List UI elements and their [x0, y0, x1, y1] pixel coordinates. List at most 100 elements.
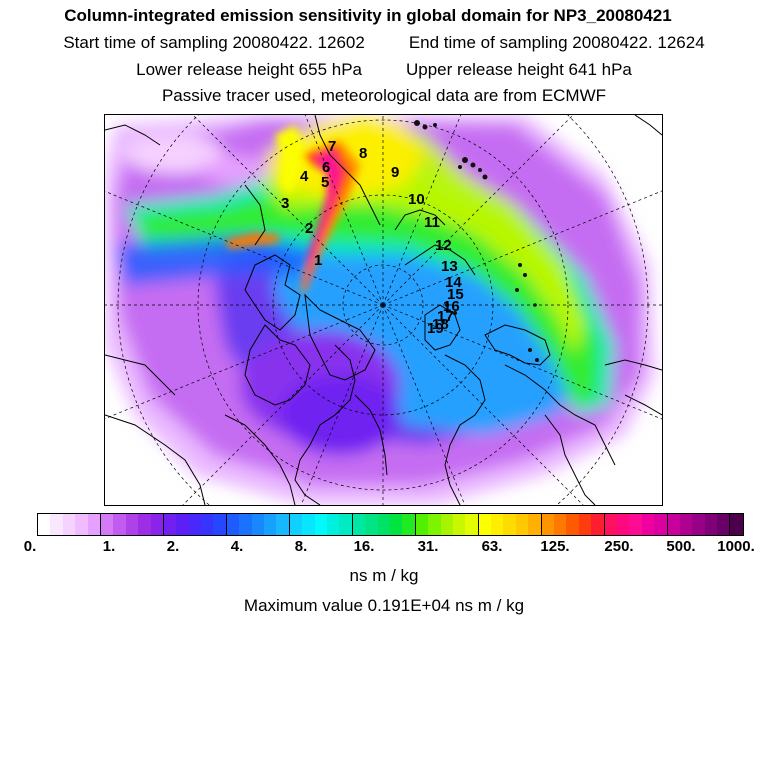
colorbar-swatch	[138, 514, 151, 535]
colorbar-swatch	[339, 514, 352, 535]
colorbar	[37, 513, 744, 536]
colorbar-tick: 2.	[166, 538, 180, 555]
colorbar-swatch	[717, 514, 730, 535]
colorbar-swatch	[477, 514, 492, 535]
release-heights: Lower release height 655 hPa Upper releas…	[0, 60, 768, 80]
colorbar-swatch	[50, 514, 63, 535]
colorbar-swatch	[351, 514, 366, 535]
trajectory-label-2: 2	[305, 220, 313, 237]
colorbar-swatch	[251, 514, 265, 535]
colorbar-swatch	[440, 514, 453, 535]
colorbar-swatch	[414, 514, 429, 535]
plot-title: Column-integrated emission sensitivity i…	[64, 6, 672, 25]
trajectory-label-18: 18	[432, 316, 449, 333]
colorbar-tick: 0.	[23, 538, 37, 555]
colorbar-swatch	[213, 514, 226, 535]
colorbar-swatch	[188, 514, 202, 535]
trajectory-label-4: 4	[300, 168, 309, 185]
trajectory-label-6: 6	[322, 159, 330, 176]
coastlines	[105, 115, 662, 505]
colorbar-swatch	[554, 514, 567, 535]
colorbar-swatch	[302, 514, 315, 535]
colorbar-swatch	[62, 514, 76, 535]
colorbar-swatch	[326, 514, 340, 535]
high-sensitivity-plume	[225, 125, 360, 293]
colorbar-swatch	[264, 514, 277, 535]
trajectory-label-14: 14	[445, 274, 462, 291]
colorbar-swatch	[113, 514, 126, 535]
colorbar-units: ns m / kg	[349, 566, 419, 585]
colorbar-swatch	[150, 514, 163, 535]
colorbar-tick: 63.	[481, 538, 503, 555]
sampling-times: Start time of sampling 20080422. 12602 En…	[0, 33, 768, 53]
colorbar-swatch	[38, 514, 51, 535]
trajectory-label-15: 15	[447, 286, 464, 303]
colorbar-swatch	[566, 514, 579, 535]
colorbar-swatch	[75, 514, 88, 535]
trajectory-label-9: 9	[391, 164, 399, 181]
colorbar-swatch	[402, 514, 415, 535]
colorbar-swatch	[629, 514, 642, 535]
upper-release-label: Upper release height 641 hPa	[406, 60, 632, 79]
colorbar-swatch	[314, 514, 327, 535]
colorbar-tick: 8.	[294, 538, 308, 555]
trajectory-label-3: 3	[281, 195, 289, 212]
colorbar-swatch	[591, 514, 604, 535]
trajectory-label-17: 17	[437, 308, 454, 325]
sensitivity-field	[105, 115, 655, 505]
colorbar-swatch	[465, 514, 478, 535]
trajectory-label-13: 13	[441, 258, 458, 275]
start-time-label: Start time of sampling 20080422. 12602	[63, 33, 365, 52]
trajectory-label-12: 12	[435, 237, 452, 254]
colorbar-swatch	[679, 514, 693, 535]
trajectory-label-11: 11	[424, 214, 440, 231]
trajectory-label-1: 1	[314, 252, 322, 269]
colorbar-swatch	[704, 514, 718, 535]
colorbar-swatch	[616, 514, 630, 535]
colorbar-swatch	[99, 514, 114, 535]
colorbar-swatch	[603, 514, 617, 535]
tracer-note: Passive tracer used, meteorological data…	[161, 86, 607, 105]
colorbar-ticks: 0. 1. 2. 4. 8. 16. 31. 63. 125. 250. 500…	[0, 538, 768, 558]
colorbar-swatch	[225, 514, 240, 535]
lower-release-label: Lower release height 655 hPa	[136, 60, 362, 79]
colorbar-swatch	[288, 514, 303, 535]
colorbar-swatch	[540, 514, 555, 535]
colorbar-tick: 1.	[102, 538, 116, 555]
colorbar-swatch	[503, 514, 516, 535]
colorbar-swatch	[377, 514, 390, 535]
colorbar-swatch	[491, 514, 504, 535]
emission-sensitivity-map: 1 2 3 4 5 6 7 8 9 10 11 12 13 14 15 16 1…	[104, 114, 663, 506]
trajectory-label-19: 19	[427, 320, 444, 337]
colorbar-swatch	[162, 514, 177, 535]
end-time-label: End time of sampling 20080422. 12624	[408, 33, 705, 52]
trajectory-label-16: 16	[443, 298, 460, 315]
colorbar-swatch	[515, 514, 529, 535]
maximum-value-label: Maximum value 0.191E+04 ns m / kg	[243, 596, 525, 615]
colorbar-tick: 16.	[353, 538, 375, 555]
map-canvas: 1 2 3 4 5 6 7 8 9 10 11 12 13 14 15 16 1…	[105, 115, 662, 505]
colorbar-tick: 250.	[604, 538, 634, 555]
colorbar-swatch	[276, 514, 289, 535]
colorbar-swatch	[666, 514, 680, 535]
graticule	[105, 115, 662, 505]
colorbar-swatch	[452, 514, 466, 535]
trajectory-label-5: 5	[321, 174, 329, 191]
colorbar-swatch	[125, 514, 139, 535]
colorbar-swatch	[729, 514, 743, 535]
colorbar-swatch	[239, 514, 252, 535]
colorbar-tick: 500.	[666, 538, 696, 555]
colorbar-swatch	[176, 514, 189, 535]
colorbar-swatch	[578, 514, 592, 535]
colorbar-swatch	[692, 514, 705, 535]
colorbar-tick: 125.	[540, 538, 570, 555]
colorbar-swatch	[528, 514, 541, 535]
trajectory-label-7: 7	[328, 138, 336, 155]
lake-dots	[414, 120, 539, 362]
colorbar-swatch	[654, 514, 667, 535]
colorbar-swatch	[201, 514, 214, 535]
colorbar-swatch	[365, 514, 378, 535]
trajectory-labels: 1 2 3 4 5 6 7 8 9 10 11 12 13 14 15 16 1…	[281, 138, 464, 337]
colorbar-tick: 1000.	[717, 538, 755, 555]
colorbar-swatch	[389, 514, 403, 535]
